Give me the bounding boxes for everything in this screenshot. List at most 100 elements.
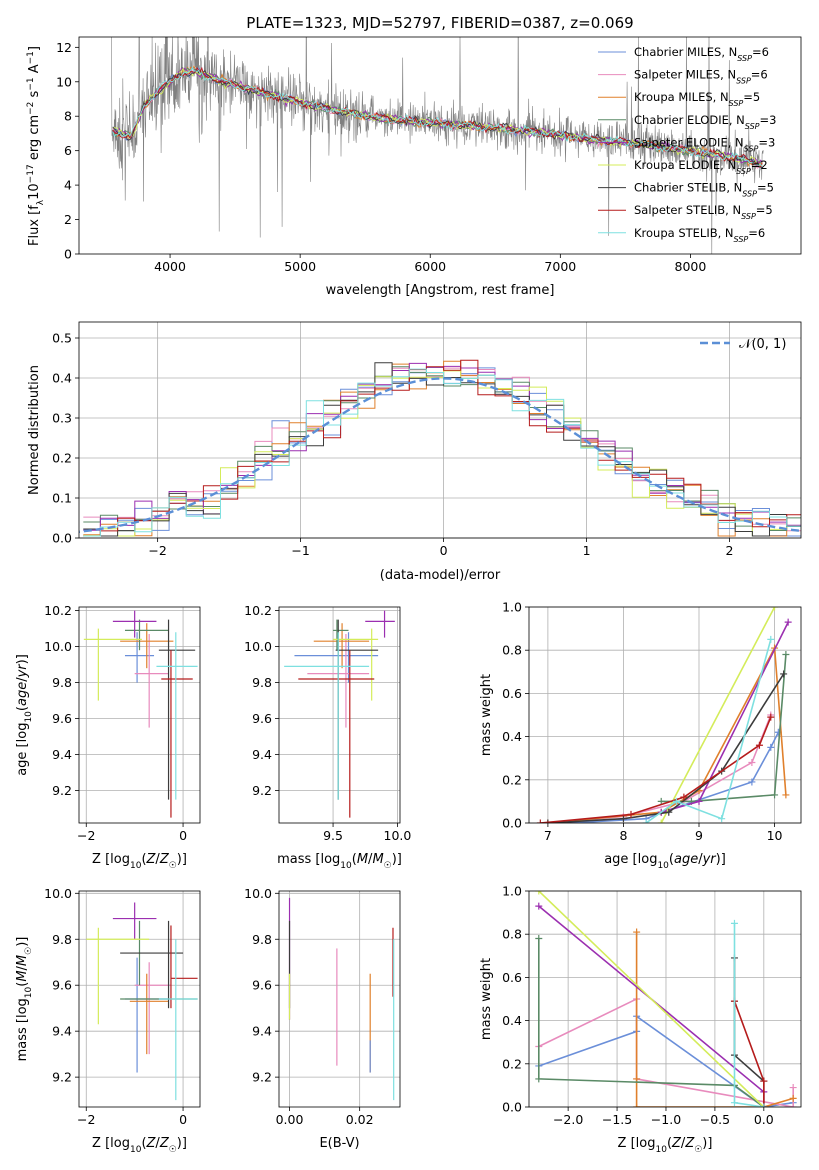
y-tick-label: 0.3 [52, 411, 72, 426]
data-point [129, 973, 169, 1055]
data-point [284, 632, 370, 800]
mass-weight-marker [665, 808, 673, 816]
y-tick-label: 0.6 [502, 970, 522, 985]
data-point [158, 939, 198, 1101]
x-tick-label: 7 [544, 828, 552, 843]
data-point [333, 628, 379, 701]
y-tick-label: 9.4 [252, 1024, 272, 1039]
mass_vs_Z-xlabel: Z [log10(Z/Z☉)] [92, 1136, 187, 1155]
legend-entry: Kroupa MILES, NSSP=5 [634, 90, 760, 108]
normal-curve [79, 377, 801, 534]
y-tick-label: 0.2 [52, 451, 72, 466]
legend-entry: Chabrier MILES, NSSP=6 [634, 45, 769, 63]
x-tick-label: 0.00 [276, 1112, 304, 1127]
mass-weight-marker [535, 891, 543, 895]
y-tick-label: 0.0 [502, 1100, 522, 1115]
y-tick-label: 9.6 [252, 978, 272, 993]
age_vs_Z-xlabel: Z [log10(Z/Z☉)] [92, 852, 187, 871]
mass-weight-marker [544, 819, 552, 823]
mass-weight-marker [536, 819, 544, 823]
residual-histogram [83, 359, 801, 537]
mass-weight-line [645, 639, 772, 823]
mass-weight-marker [748, 778, 756, 786]
mass-weight-marker [535, 1075, 543, 1083]
mass-weight-line [635, 932, 794, 1107]
spectrum-title: PLATE=1323, MJD=52797, FIBERID=0387, z=0… [246, 14, 633, 32]
weight_vs_Z-axes [529, 890, 801, 1108]
y-tick-label: 10 [56, 74, 72, 89]
weight_vs_age-frame: 7 8 9 10 0.0 0.2 0.4 0.6 0.8 1.0 [502, 600, 802, 843]
mass-weight-marker [771, 791, 779, 799]
mass_vs_Z-plot-area [86, 902, 198, 1101]
mass-weight-line [538, 905, 765, 1107]
mass-weight-line [547, 714, 772, 823]
data-point [158, 619, 196, 800]
x-tick-label: 8 [619, 828, 627, 843]
x-tick-label: −2.0 [553, 1112, 583, 1127]
mass-weight-marker [642, 819, 650, 823]
x-tick-label: 6000 [414, 259, 446, 274]
legend-entry: Chabrier STELIB, NSSP=5 [634, 181, 774, 199]
y-tick-label: 1.0 [502, 600, 522, 615]
mass-weight-marker [730, 1099, 738, 1107]
y-tick-label: 9.2 [252, 783, 272, 798]
data-point [298, 650, 375, 818]
residuals-plot-area [79, 359, 801, 537]
data-point [156, 632, 198, 800]
residuals-ylabel: Normed distribution [27, 365, 42, 495]
y-tick-label: 12 [56, 40, 72, 55]
model-spectrum [112, 66, 763, 167]
mass-weight-line [540, 716, 772, 823]
y-tick-label: 9.8 [252, 675, 272, 690]
weight_vs_age-ylabel: mass weight [479, 674, 494, 756]
data-point [86, 927, 150, 1025]
mass-weight-marker [767, 743, 775, 751]
age_vs_mass-frame: 9.5 10.0 9.2 9.4 9.6 9.8 10.0 10.2 [244, 603, 411, 843]
spectrum-frame: 4000 5000 6000 7000 8000 0 2 4 6 8 10 12 Chabrier MI… [56, 36, 802, 274]
mass-weight-marker [789, 1103, 797, 1107]
x-tick-label: −1 [291, 543, 309, 558]
x-tick-label: 10.0 [384, 828, 412, 843]
residuals-axes [79, 322, 801, 539]
x-tick-label: 10 [767, 828, 783, 843]
y-tick-label: 10.2 [44, 603, 72, 618]
y-tick-label: 9.4 [52, 747, 72, 762]
y-tick-label: 9.8 [252, 932, 272, 947]
y-tick-label: 0.0 [52, 531, 72, 546]
mass-weight-line [570, 731, 780, 823]
y-tick-label: 10.0 [44, 886, 72, 901]
y-tick-label: 10.0 [244, 639, 272, 654]
x-tick-label: −2 [77, 828, 95, 843]
data-point [134, 634, 169, 728]
y-tick-label: 6 [64, 143, 72, 158]
mass-weight-marker [535, 902, 543, 910]
mass-weight-line [538, 891, 765, 1107]
x-tick-label: 0.02 [346, 1112, 374, 1127]
legend-entry: Salpeter STELIB, NSSP=5 [634, 203, 773, 221]
mass-weight-marker [619, 815, 627, 823]
data-point [365, 610, 395, 638]
y-tick-label: 4 [64, 178, 72, 193]
residuals-frame: −2 −1 0 1 2 0.0 0.1 0.2 0.3 0.4 0.5 𝒩(0, 1) [52, 321, 802, 558]
y-tick-label: 0.4 [502, 729, 522, 744]
weight_vs_age-plot-area [536, 607, 792, 823]
y-tick-label: 0.5 [52, 331, 72, 346]
y-tick-label: 9.8 [52, 675, 72, 690]
mass-weight-line [660, 607, 776, 823]
age_vs_mass-xlabel: mass [log10(M/M☉)] [277, 852, 402, 871]
legend-entry: Kroupa STELIB, NSSP=6 [634, 226, 765, 244]
x-tick-label: −1.0 [651, 1112, 681, 1127]
y-tick-label: 9.4 [52, 1024, 72, 1039]
mass-weight-marker [782, 651, 790, 659]
data-point [161, 650, 193, 818]
spectrum-xlabel: wavelength [Angstrom, rest frame] [326, 283, 555, 298]
y-tick-label: 0.0 [502, 816, 522, 831]
legend-entry: Salpeter MILES, NSSP=6 [634, 68, 768, 86]
mass-weight-marker [718, 815, 726, 823]
weight_vs_age-axes [529, 606, 801, 824]
x-tick-label: −1.5 [602, 1112, 632, 1127]
mass_vs_Z-axes [79, 891, 200, 1107]
residuals-xlabel: (data-model)/error [380, 568, 501, 583]
weight_vs_Z-frame: −2.0 −1.5 −1.0 −0.5 0.0 0.0 0.2 0.4 0.6 0.8 1.0 [502, 884, 802, 1127]
mass-weight-marker [771, 607, 779, 611]
